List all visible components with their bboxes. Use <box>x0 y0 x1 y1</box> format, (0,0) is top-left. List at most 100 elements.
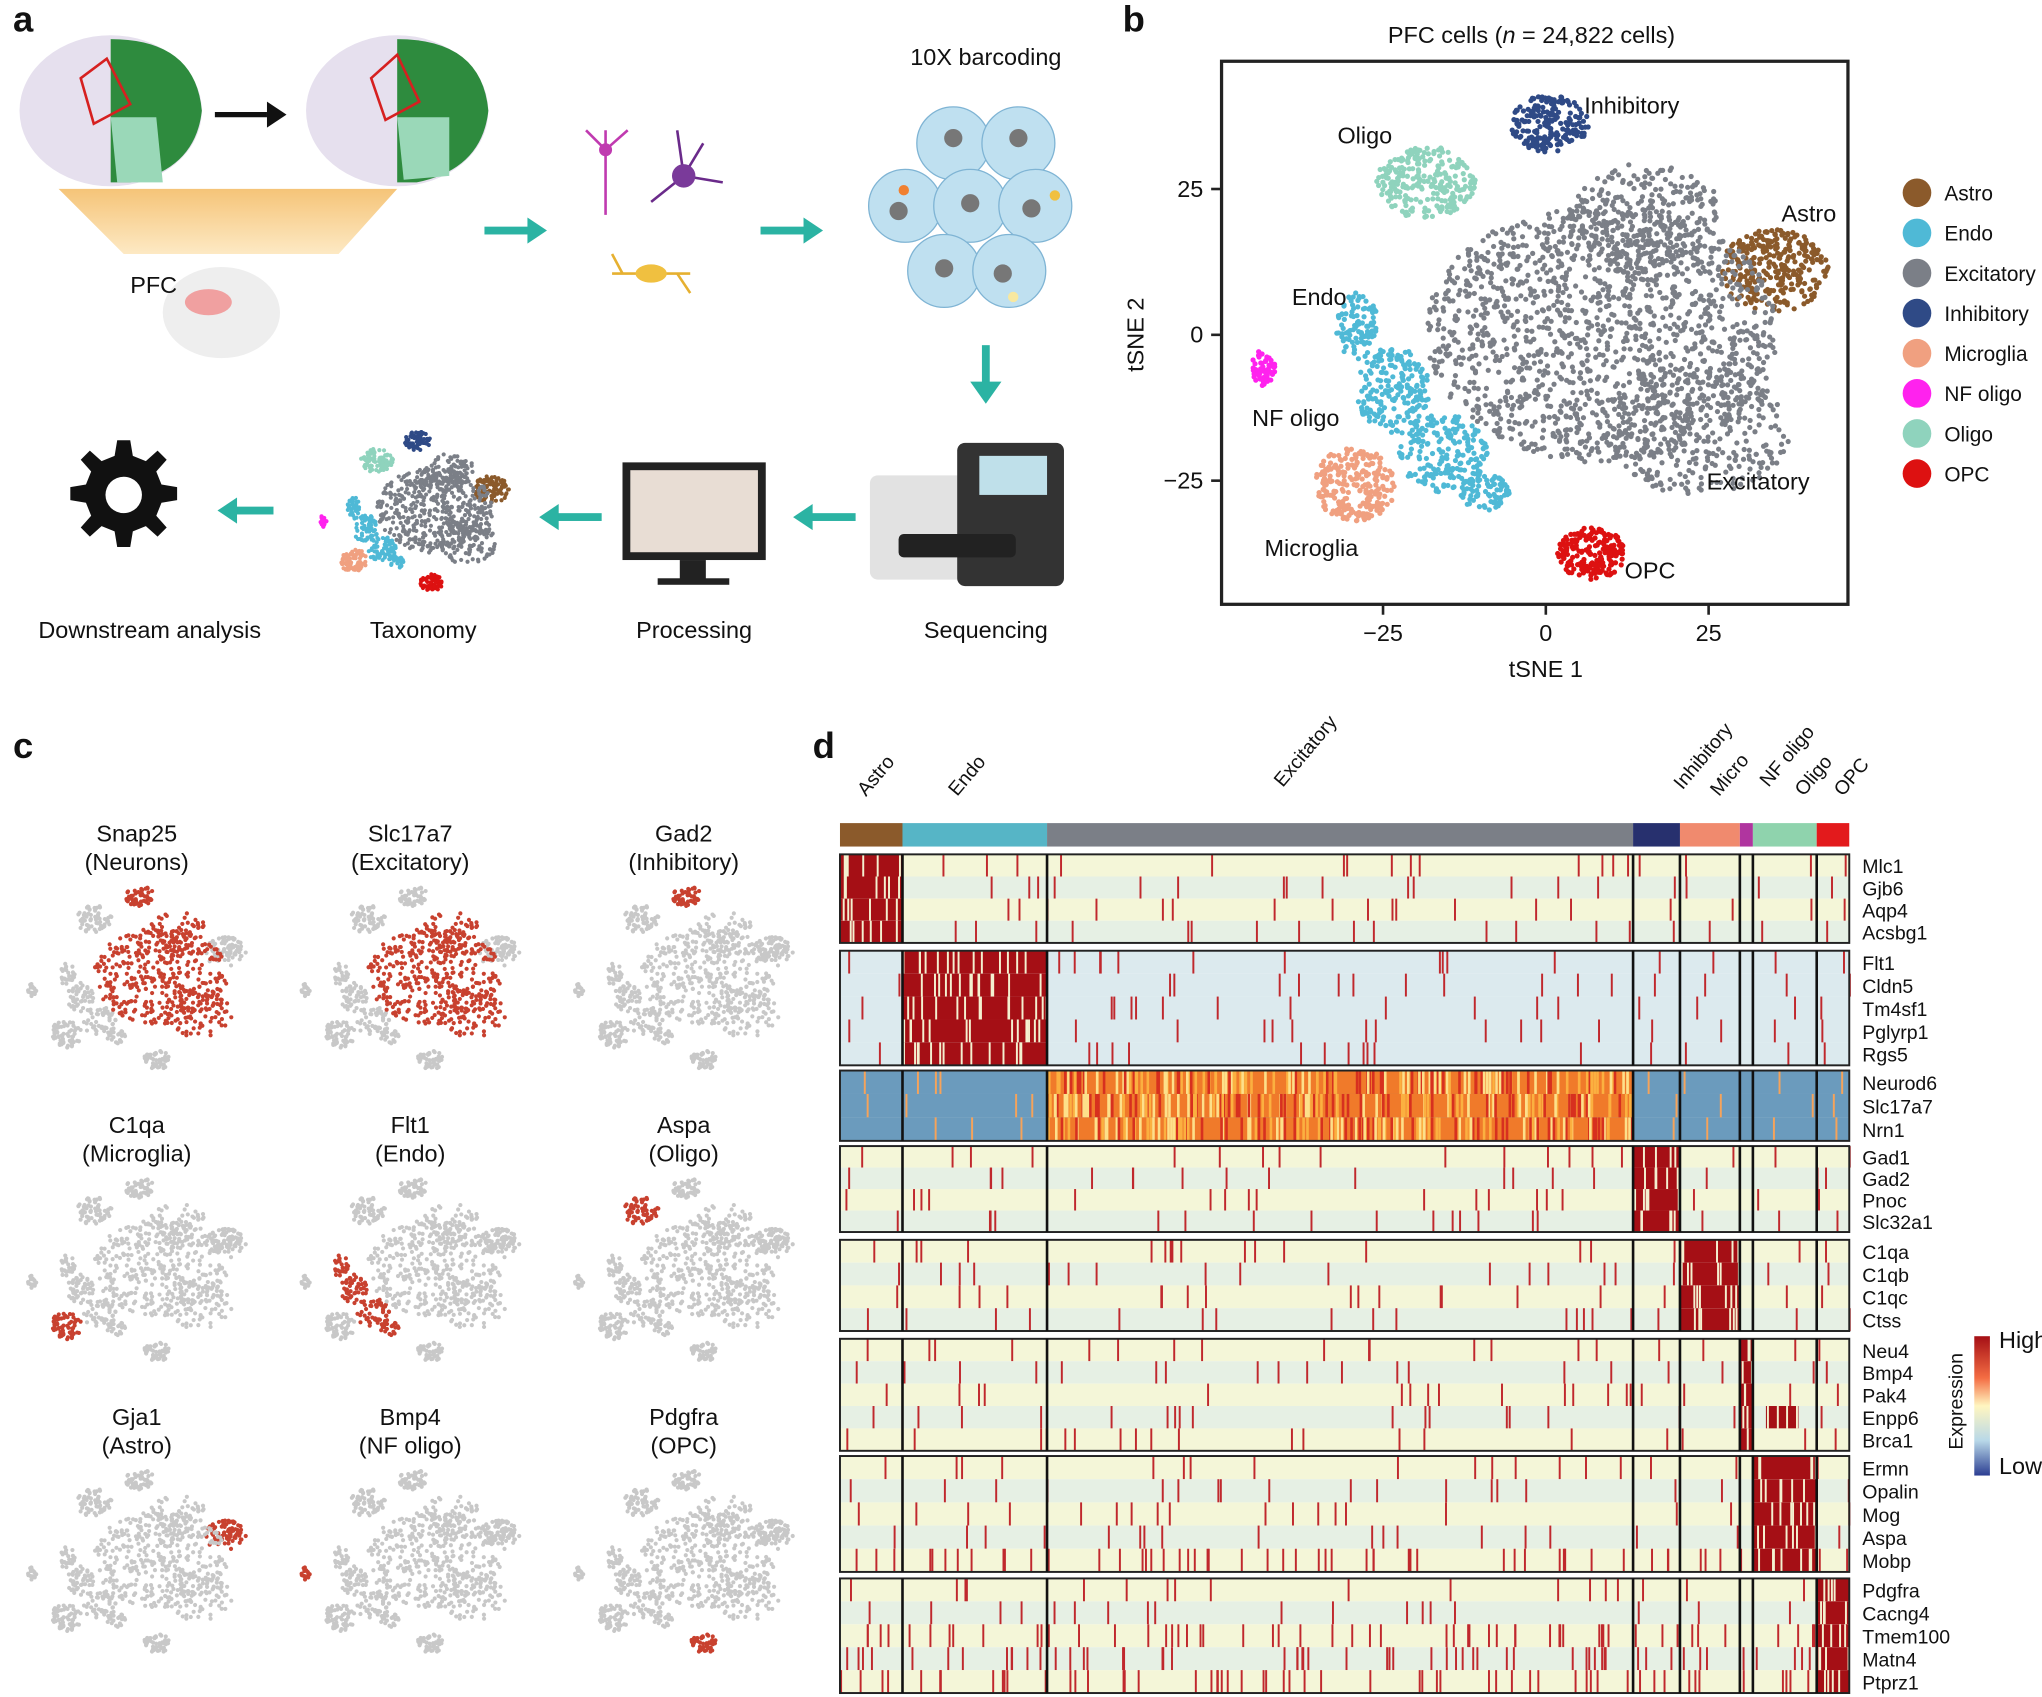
cell-point <box>1685 380 1691 386</box>
cell-point <box>1663 339 1669 345</box>
cell-point <box>1734 440 1740 446</box>
cell-point <box>1466 501 1472 507</box>
cell-point <box>1596 251 1602 257</box>
cell-point <box>1594 315 1600 321</box>
cell-point <box>414 518 419 523</box>
cell-point <box>1608 441 1614 447</box>
cell-point <box>468 482 473 488</box>
cell-point <box>1369 360 1375 367</box>
cell-point <box>1756 339 1762 345</box>
cell-point <box>1756 422 1762 428</box>
cell-point <box>416 489 422 495</box>
cell-point <box>1266 368 1272 375</box>
cell-point <box>1558 433 1564 440</box>
cell-point <box>1446 176 1452 182</box>
cell-point <box>1419 366 1425 372</box>
cell-point <box>1437 208 1444 215</box>
cell-point <box>1351 350 1357 356</box>
cell-point <box>1697 296 1703 302</box>
cell-point <box>1671 481 1677 487</box>
cell-point <box>1329 511 1335 517</box>
cell-point <box>1542 262 1548 268</box>
cell-point <box>1372 491 1379 497</box>
cell-point <box>412 490 417 495</box>
cell-point <box>1483 385 1490 392</box>
cell-point <box>1679 365 1685 372</box>
cell-point <box>1615 209 1621 215</box>
cell-point <box>1481 503 1487 509</box>
cell-point <box>1727 279 1733 285</box>
cell-point <box>1490 349 1496 355</box>
cell-point <box>1466 291 1472 297</box>
cell-point <box>1644 410 1650 416</box>
cell-point <box>499 486 504 491</box>
cell-point <box>1689 388 1695 394</box>
cell-point <box>1585 368 1591 374</box>
cell-point <box>1589 195 1596 202</box>
cell-point <box>1488 280 1494 286</box>
cell-point <box>402 529 407 534</box>
cell-point <box>1576 235 1582 241</box>
cell-point <box>1547 331 1554 337</box>
cell-point <box>1358 369 1364 375</box>
cell-point <box>1408 446 1415 452</box>
cell-point <box>1509 276 1515 282</box>
cell-point <box>1704 369 1710 375</box>
cell-point <box>1717 314 1723 321</box>
cell-point <box>1575 242 1581 248</box>
cell-point <box>1558 120 1564 126</box>
cell-point <box>1499 226 1506 233</box>
cell-point <box>1366 502 1372 508</box>
cell-point <box>1690 241 1696 247</box>
title-part: = 24,822 cells) <box>1516 22 1676 48</box>
cell-point <box>1588 448 1594 454</box>
cell-point <box>1420 382 1426 389</box>
cell-point <box>1520 242 1526 248</box>
cell-point <box>1530 300 1536 306</box>
cell-point <box>399 559 404 564</box>
cell-point <box>1753 451 1759 457</box>
cell-point <box>1660 314 1666 321</box>
cell-point <box>1697 191 1703 197</box>
cell-point <box>1382 388 1389 394</box>
cell-point <box>1589 244 1595 250</box>
cell-point <box>1752 335 1758 342</box>
cell-point <box>1351 482 1357 488</box>
cell-point <box>1442 296 1448 302</box>
cell-point <box>1756 260 1763 266</box>
cell-point <box>1747 345 1754 351</box>
cell-point <box>1536 384 1542 390</box>
cell-point <box>1380 187 1386 193</box>
cell-point <box>1548 318 1554 324</box>
cell-point <box>1613 195 1619 201</box>
cell-point <box>1785 255 1791 261</box>
cell-point <box>1555 416 1561 422</box>
cell-point <box>1717 377 1723 383</box>
cell-point <box>1413 196 1419 202</box>
cell-point <box>1737 388 1743 394</box>
cell-point <box>1674 332 1680 338</box>
cell-point <box>1421 465 1427 471</box>
cell-point <box>390 547 395 552</box>
cell-point <box>1719 389 1726 396</box>
cell-point <box>1605 288 1612 294</box>
cell-point <box>1660 487 1666 493</box>
cell-point <box>1744 328 1750 334</box>
cell-point <box>1486 507 1492 513</box>
cell-point <box>1334 479 1340 485</box>
cell-point <box>455 454 460 459</box>
cell-point <box>457 508 462 513</box>
cell-point <box>1661 198 1668 204</box>
cell-point <box>1356 321 1362 327</box>
cell-point <box>1474 463 1480 469</box>
cell-point <box>1490 481 1497 488</box>
cell-point <box>1485 367 1491 373</box>
cell-point <box>1514 120 1520 127</box>
cell-point <box>1583 346 1590 352</box>
cell-point <box>1676 433 1682 439</box>
cell-point <box>1697 386 1703 392</box>
cell-point <box>1636 347 1643 353</box>
cell-point <box>1425 440 1431 447</box>
cell-point <box>394 526 399 531</box>
cell-point <box>1611 257 1617 263</box>
